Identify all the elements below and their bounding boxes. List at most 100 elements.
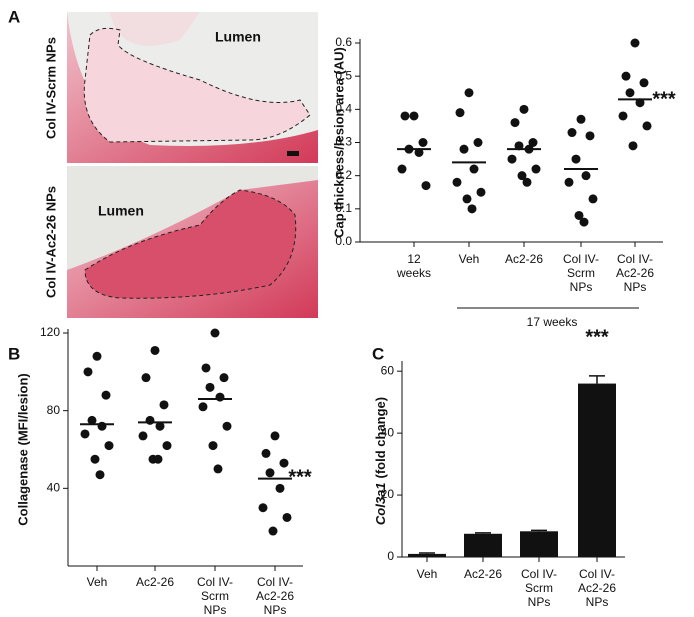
data-point bbox=[213, 464, 223, 474]
x-tick-label: NPs bbox=[528, 595, 551, 609]
data-point bbox=[618, 111, 628, 121]
data-point bbox=[210, 328, 220, 338]
data-point bbox=[201, 363, 211, 373]
data-point bbox=[522, 177, 532, 187]
x-tick-label: Col IV- bbox=[617, 252, 653, 266]
data-point bbox=[205, 382, 215, 392]
data-point bbox=[397, 164, 407, 174]
data-point bbox=[476, 187, 486, 197]
data-point bbox=[268, 526, 278, 536]
data-point bbox=[418, 138, 428, 147]
error-bar bbox=[531, 529, 547, 532]
data-point bbox=[222, 421, 232, 431]
data-point bbox=[514, 141, 524, 151]
y-tick-label: 20 bbox=[381, 487, 395, 501]
data-point bbox=[630, 38, 640, 48]
y-axis-label: Cap thickness/lesion area (AU) bbox=[331, 47, 346, 238]
error-bar bbox=[589, 375, 605, 384]
data-point bbox=[455, 108, 465, 118]
error-bar bbox=[419, 552, 435, 554]
data-point bbox=[208, 441, 218, 451]
y-tick-label: 0 bbox=[387, 549, 394, 563]
data-point bbox=[219, 373, 229, 383]
tissue bbox=[67, 12, 200, 46]
data-point bbox=[421, 181, 431, 191]
data-point bbox=[141, 373, 151, 383]
data-point bbox=[400, 111, 410, 121]
data-point bbox=[464, 88, 474, 98]
data-point bbox=[90, 454, 100, 464]
data-point bbox=[414, 147, 424, 157]
data-point bbox=[642, 121, 652, 131]
bar bbox=[520, 531, 558, 557]
x-tick-label: Scrm bbox=[567, 266, 595, 280]
data-point bbox=[585, 131, 595, 141]
data-point bbox=[625, 88, 635, 98]
data-point bbox=[279, 458, 289, 468]
x-tick-label: Ac2-26 bbox=[616, 266, 654, 280]
data-point bbox=[469, 164, 479, 174]
x-tick-label: NPs bbox=[204, 603, 227, 617]
y-axis-label: Col3a1 (fold change) bbox=[373, 397, 388, 525]
data-point bbox=[571, 154, 581, 164]
y-axis-label-part: Col3a1 bbox=[373, 482, 388, 525]
data-point bbox=[459, 144, 469, 154]
significance: *** bbox=[585, 326, 609, 348]
data-point bbox=[574, 210, 584, 220]
x-tick-label: Col IV- bbox=[257, 575, 293, 589]
data-point bbox=[510, 118, 520, 128]
y-tick-label: 40 bbox=[381, 425, 395, 439]
x-tick-label: Ac2-26 bbox=[505, 252, 543, 266]
x-tick-label: Col IV- bbox=[563, 252, 599, 266]
x-tick-label: NPs bbox=[624, 280, 647, 294]
x-tick-label: Ac2-26 bbox=[256, 589, 294, 603]
y-tick-label: 40 bbox=[47, 481, 61, 495]
lumen-label: Lumen bbox=[215, 29, 261, 45]
data-point bbox=[517, 171, 527, 181]
data-point bbox=[531, 164, 541, 174]
x-tick-label: Col IV- bbox=[521, 567, 557, 581]
panel-label: A bbox=[8, 7, 20, 26]
data-point bbox=[639, 78, 649, 88]
data-point bbox=[528, 138, 538, 147]
data-point bbox=[628, 141, 638, 151]
significance: *** bbox=[652, 88, 676, 110]
data-point bbox=[150, 345, 160, 355]
group-label: 17 weeks bbox=[527, 315, 578, 329]
y-tick-label: 0.3 bbox=[335, 135, 352, 149]
data-point bbox=[581, 171, 591, 181]
data-point bbox=[83, 367, 93, 377]
data-point bbox=[635, 98, 645, 108]
lesion-outline bbox=[83, 27, 311, 143]
x-tick-label: Scrm bbox=[201, 589, 229, 603]
data-point bbox=[567, 128, 577, 138]
bar bbox=[464, 533, 502, 557]
bar bbox=[578, 383, 616, 557]
data-point bbox=[282, 512, 292, 522]
y-tick-label: 80 bbox=[47, 403, 61, 417]
data-point bbox=[155, 421, 165, 431]
significance: *** bbox=[288, 466, 312, 488]
panel-label: C bbox=[372, 344, 384, 363]
histology-label: Col IV-Ac2-26 NPs bbox=[43, 186, 58, 298]
data-point bbox=[159, 400, 169, 410]
data-point bbox=[519, 104, 529, 114]
x-tick-label: Ac2-26 bbox=[464, 567, 502, 581]
data-point bbox=[104, 441, 114, 451]
data-point bbox=[95, 470, 105, 480]
tissue bbox=[67, 12, 318, 163]
x-tick-label: 12 bbox=[407, 252, 421, 266]
x-tick-label: Ac2-26 bbox=[136, 575, 174, 589]
y-tick-label: 120 bbox=[40, 325, 60, 339]
y-tick-label: 0.5 bbox=[335, 68, 352, 82]
data-point bbox=[409, 111, 419, 121]
lumen-label: Lumen bbox=[98, 203, 144, 219]
data-point bbox=[92, 351, 102, 361]
x-tick-label: Ac2-26 bbox=[578, 581, 616, 595]
data-point bbox=[265, 468, 275, 478]
y-tick-label: 0.2 bbox=[335, 168, 352, 182]
data-point bbox=[87, 415, 97, 425]
data-point bbox=[579, 217, 589, 227]
y-tick-label: 0.6 bbox=[335, 35, 352, 49]
